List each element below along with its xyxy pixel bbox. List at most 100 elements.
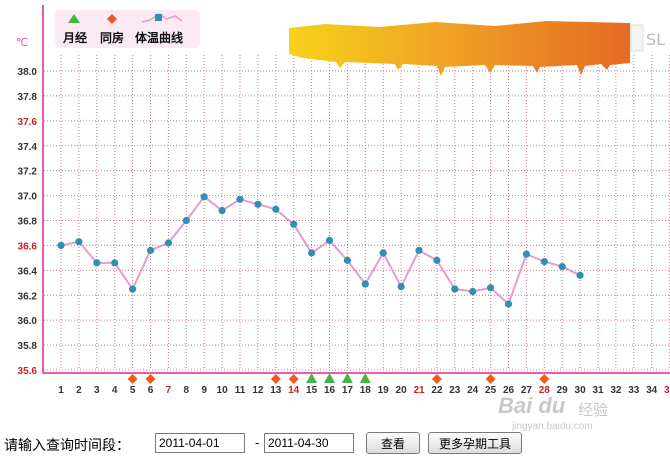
x-tick-label: 15 xyxy=(306,385,318,396)
temperature-legend-point-icon xyxy=(155,14,162,21)
x-tick-label: 32 xyxy=(610,385,622,396)
temperature-point xyxy=(200,193,208,201)
y-tick-label: 36.6 xyxy=(18,241,38,252)
chart-axes xyxy=(42,5,670,374)
x-tick-label: 19 xyxy=(378,385,390,396)
start-date-input[interactable] xyxy=(155,433,245,453)
temperature-point xyxy=(325,236,334,245)
y-tick-label: 35.6 xyxy=(18,366,38,377)
temperature-point xyxy=(182,216,190,225)
x-tick-label: 33 xyxy=(628,385,640,396)
temperature-point xyxy=(290,220,298,228)
temperature-point xyxy=(218,206,226,215)
x-tick-label: 7 xyxy=(166,385,172,396)
x-tick-label: 11 xyxy=(235,385,246,396)
intercourse-marker xyxy=(270,374,281,384)
header-banner: SL xyxy=(289,21,665,76)
x-tick-label: 24 xyxy=(467,385,479,396)
y-tick-label: 36.4 xyxy=(18,266,38,277)
x-tick-label: 4 xyxy=(112,385,118,396)
intercourse-marker xyxy=(145,374,156,384)
temperature-point xyxy=(308,249,316,257)
banner-paint-stroke xyxy=(289,21,630,76)
x-tick-label: 23 xyxy=(449,385,461,396)
query-bar: 请输入查询时间段： - 查看 更多孕期工具 xyxy=(0,430,670,460)
event-markers xyxy=(127,373,550,384)
banner-icon xyxy=(630,24,644,52)
chart-legend: 月经 同房 体温曲线 xyxy=(55,10,200,48)
temperature-series xyxy=(57,193,584,308)
temperature-point xyxy=(129,285,137,293)
temperature-point xyxy=(75,238,83,246)
temperature-point xyxy=(415,246,423,254)
y-axis-unit: ℃ xyxy=(16,36,28,49)
intercourse-marker xyxy=(288,374,299,384)
x-tick-label: 25 xyxy=(485,385,497,396)
x-tick-label: 22 xyxy=(431,385,443,396)
legend-symbols xyxy=(68,13,183,24)
temperature-point xyxy=(111,259,119,267)
x-tick-label: 5 xyxy=(130,385,136,396)
query-label: 请输入查询时间段： xyxy=(4,438,130,454)
baidu-watermark: Bai du 经验 jingyan.baidu.com xyxy=(498,393,648,438)
intercourse-marker xyxy=(127,374,138,384)
temperature-point xyxy=(433,256,441,264)
temperature-legend-line-icon xyxy=(141,13,183,23)
intercourse-marker xyxy=(431,374,442,384)
watermark-logo: Bai du xyxy=(498,393,566,418)
temperature-point xyxy=(522,250,531,258)
x-tick-label: 18 xyxy=(360,385,372,396)
y-tick-label: 36.2 xyxy=(18,291,38,302)
x-tick-label: 1 xyxy=(58,385,64,396)
temperature-point xyxy=(504,300,513,308)
x-tick-label: 9 xyxy=(201,385,207,396)
temperature-point xyxy=(254,200,262,208)
temperature-point xyxy=(576,271,584,279)
temperature-point xyxy=(164,239,172,247)
temperature-point xyxy=(272,205,280,213)
watermark-side-text: 经验 xyxy=(578,402,609,419)
x-tick-label: 20 xyxy=(396,385,408,396)
menses-marker xyxy=(341,373,353,383)
x-tick-label: 10 xyxy=(217,385,229,396)
y-tick-label: 38.0 xyxy=(18,67,38,78)
x-tick-label: 17 xyxy=(342,385,354,396)
intercourse-legend-label: 同房 xyxy=(100,31,125,45)
x-tick-label: 21 xyxy=(413,385,425,396)
intercourse-marker xyxy=(539,374,550,384)
more-tools-button[interactable]: 更多孕期工具 xyxy=(428,432,522,454)
end-date-input[interactable] xyxy=(264,433,354,453)
menses-marker xyxy=(359,373,371,383)
x-tick-label: 29 xyxy=(557,385,569,396)
temperature-point xyxy=(469,287,477,296)
y-tick-label: 37.8 xyxy=(18,92,38,103)
menses-legend-label: 月经 xyxy=(63,31,88,45)
chart-grid xyxy=(44,55,670,371)
menses-marker xyxy=(324,373,335,383)
y-tick-label: 37.2 xyxy=(18,167,38,178)
intercourse-legend-icon xyxy=(107,14,117,24)
y-tick-label: 37.4 xyxy=(18,142,38,153)
intercourse-marker xyxy=(485,374,496,384)
y-tick-label: 37.0 xyxy=(18,192,38,203)
y-tick-labels: 38.0 37.8 37.6 37.4 37.2 37.0 36.8 36.6 36.4 36.2… xyxy=(18,67,38,377)
x-tick-label: 12 xyxy=(252,385,264,396)
temperature-point xyxy=(379,249,387,257)
menses-marker xyxy=(306,373,318,383)
x-tick-labels: 1 2 3 4 5 6 7 8 9 10 11 12 13 14 15 16 17 18 19 20 21 22 23 24 2… xyxy=(58,385,670,396)
y-tick-label: 36.0 xyxy=(18,316,38,327)
y-tick-label: 36.8 xyxy=(18,217,38,228)
banner-text: SL xyxy=(646,30,665,49)
x-tick-label: 27 xyxy=(521,385,533,396)
x-tick-label: 8 xyxy=(184,385,190,396)
x-tick-label: 28 xyxy=(539,385,551,396)
x-tick-label: 2 xyxy=(76,385,82,396)
x-tick-label: 31 xyxy=(592,385,604,396)
temperature-line xyxy=(60,195,581,306)
date-separator: - xyxy=(255,436,260,450)
watermark-url: jingyan.baidu.com xyxy=(512,421,593,432)
x-tick-label: 34 xyxy=(646,385,658,396)
view-button[interactable]: 查看 xyxy=(366,432,420,454)
x-tick-label: 6 xyxy=(148,385,154,396)
x-tick-label: 26 xyxy=(503,385,515,396)
